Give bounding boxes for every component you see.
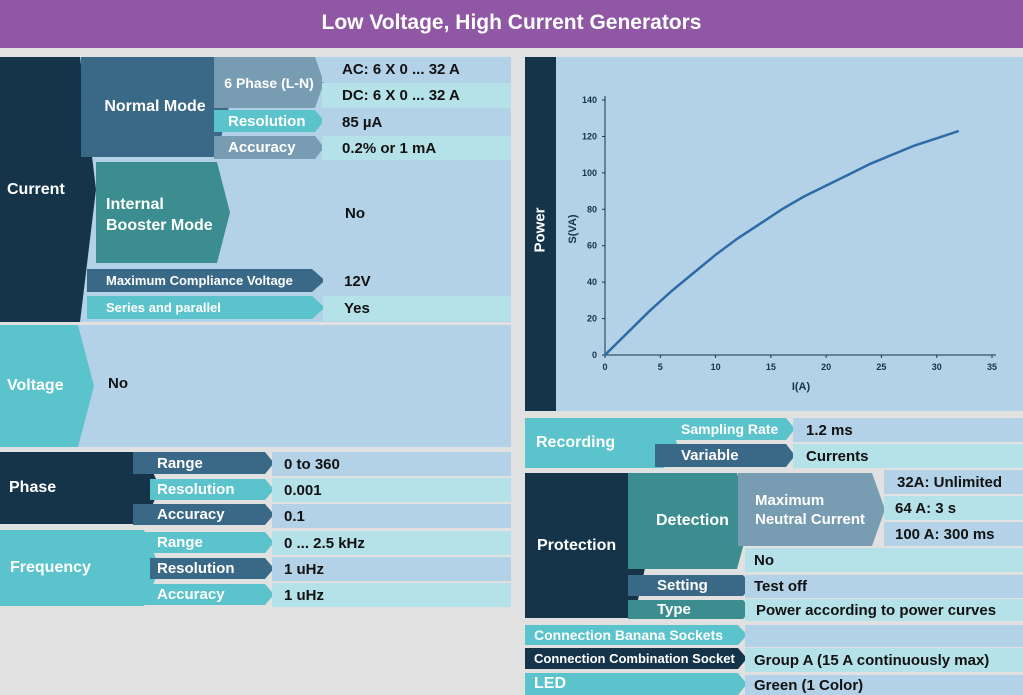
type-label: Type xyxy=(628,600,752,619)
frequency-range-label: Range xyxy=(133,532,274,553)
x-tick-label: 5 xyxy=(658,362,663,372)
x-axis-label: I(A) xyxy=(792,381,811,393)
combination-socket-value: Group A (15 A continuously max) xyxy=(745,648,1023,672)
page-title: Low Voltage, High Current Generators xyxy=(0,0,1023,48)
y-tick-label: 100 xyxy=(582,168,597,178)
led-value: Green (1 Color) xyxy=(745,675,1023,695)
voltage-label: Voltage xyxy=(0,325,94,447)
setting-value: Test off xyxy=(745,575,1023,598)
led-label: LED xyxy=(525,673,747,695)
current-resolution-value: 85 µA xyxy=(322,110,511,134)
frequency-accuracy-value: 1 uHz xyxy=(272,583,511,607)
variable-value: Currents xyxy=(793,444,1023,468)
frequency-accuracy-label: Accuracy xyxy=(133,584,274,605)
type-value: Power according to power curves xyxy=(745,599,1023,621)
phase-range-label: Range xyxy=(133,452,274,474)
max-compliance-voltage-label: Maximum Compliance Voltage xyxy=(87,269,325,292)
normal-mode-label: Normal Mode xyxy=(81,57,229,157)
phase-range-value: 0 to 360 xyxy=(272,452,511,476)
combination-socket-label: Connection Combination Socket xyxy=(525,648,747,669)
banana-sockets-value xyxy=(745,625,1023,647)
frequency-range-value: 0 ... 2.5 kHz xyxy=(272,531,511,555)
x-tick-label: 25 xyxy=(876,362,886,372)
recording-label: Recording xyxy=(525,418,677,468)
sampling-rate-value: 1.2 ms xyxy=(793,418,1023,442)
y-tick-label: 120 xyxy=(582,131,597,141)
current-label: Current xyxy=(0,57,96,322)
series-parallel-label: Series and parallel xyxy=(87,296,325,319)
mnc-value-3: 100 A: 300 ms xyxy=(884,522,1023,546)
power-label-bar xyxy=(525,57,556,411)
y-axis-label: S(VA) xyxy=(567,214,579,243)
phase-resolution-label: Resolution xyxy=(150,479,274,500)
phase-resolution-value: 0.001 xyxy=(272,478,511,502)
detection-no-value: No xyxy=(745,548,1023,572)
x-tick-label: 35 xyxy=(987,362,997,372)
y-tick-label: 40 xyxy=(587,277,597,287)
mnc-value-1: 32A: Unlimited xyxy=(884,470,1023,494)
phase-accuracy-value: 0.1 xyxy=(272,504,511,528)
frequency-resolution-value: 1 uHz xyxy=(272,557,511,581)
booster-mode-value: No xyxy=(345,205,365,222)
x-tick-label: 0 xyxy=(602,362,607,372)
current-accuracy-label: Accuracy xyxy=(214,136,324,159)
mnc-value-2: 64 A: 3 s xyxy=(884,496,1023,520)
power-label: Power xyxy=(531,207,549,253)
setting-label: Setting xyxy=(628,575,752,596)
x-tick-label: 30 xyxy=(932,362,942,372)
phase-accuracy-label: Accuracy xyxy=(133,504,274,525)
voltage-value: No xyxy=(108,375,128,392)
sampling-rate-label: Sampling Rate xyxy=(655,418,795,440)
y-tick-label: 140 xyxy=(582,95,597,105)
banana-sockets-label: Connection Banana Sockets xyxy=(525,625,747,645)
y-tick-label: 60 xyxy=(587,241,597,251)
power-chart: 0 5 10 15 20 25 30 35 0 20 40 60 80 100 120 140 I(A) S… xyxy=(567,95,997,393)
booster-mode-label: Internal Booster Mode xyxy=(96,162,230,263)
max-compliance-voltage-value: 12V xyxy=(323,269,511,294)
variable-label: Variable xyxy=(655,444,795,467)
current-resolution-label: Resolution xyxy=(214,110,324,132)
y-tick-label: 0 xyxy=(592,350,597,360)
ac-value: AC: 6 X 0 ... 32 A xyxy=(322,57,511,82)
y-tick-label: 80 xyxy=(587,204,597,214)
frequency-resolution-label: Resolution xyxy=(150,558,274,579)
dc-value: DC: 6 X 0 ... 32 A xyxy=(322,83,511,108)
x-tick-label: 15 xyxy=(766,362,776,372)
six-phase-label: 6 Phase (L-N) xyxy=(214,57,324,108)
series-parallel-value: Yes xyxy=(323,296,511,321)
x-tick-label: 20 xyxy=(821,362,831,372)
x-tick-label: 10 xyxy=(711,362,721,372)
current-accuracy-value: 0.2% or 1 mA xyxy=(322,136,511,160)
detection-label: Detection xyxy=(628,473,750,569)
y-tick-label: 20 xyxy=(587,314,597,324)
max-neutral-current-label: Maximum Neutral Current xyxy=(738,473,885,546)
power-curve-line xyxy=(604,129,960,356)
